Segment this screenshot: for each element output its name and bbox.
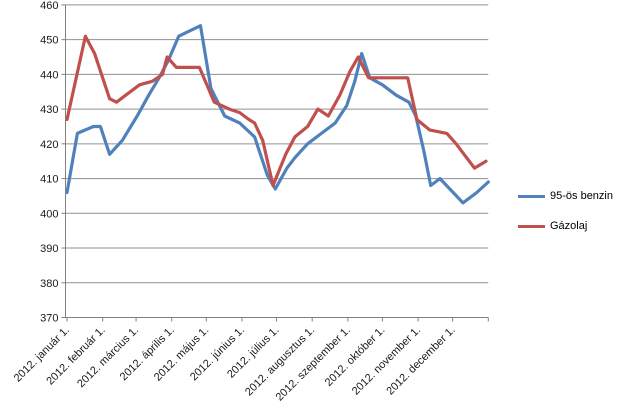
x-axis-label: 2012. október 1. <box>323 324 388 389</box>
legend-item-gazolaj: Gázolaj <box>518 218 613 234</box>
y-axis-label: 450 <box>40 35 58 47</box>
legend-item-benzin: 95-ös benzin <box>518 188 613 204</box>
x-axis-label: 2012. március 1. <box>75 324 141 390</box>
y-axis-label: 410 <box>40 174 58 186</box>
legend: 95-ös benzin Gázolaj <box>518 188 613 248</box>
legend-line-sample-gazolaj <box>518 224 545 228</box>
legend-label-gazolaj: Gázolaj <box>550 220 588 232</box>
y-axis-label: 370 <box>40 313 58 325</box>
legend-line-sample-benzin <box>518 194 545 198</box>
y-axis-label: 440 <box>40 69 58 81</box>
series-line-gazolaj <box>65 34 488 188</box>
y-axis-label: 460 <box>40 0 58 12</box>
x-axis-label: 2012. december 1. <box>384 324 457 397</box>
y-axis-label: 430 <box>40 104 58 116</box>
y-axis-label: 390 <box>40 243 58 255</box>
y-axis-label: 400 <box>40 208 58 220</box>
y-axis-label: 420 <box>40 139 58 151</box>
legend-label-benzin: 95-ös benzin <box>550 190 613 202</box>
y-axis-label: 380 <box>40 278 58 290</box>
